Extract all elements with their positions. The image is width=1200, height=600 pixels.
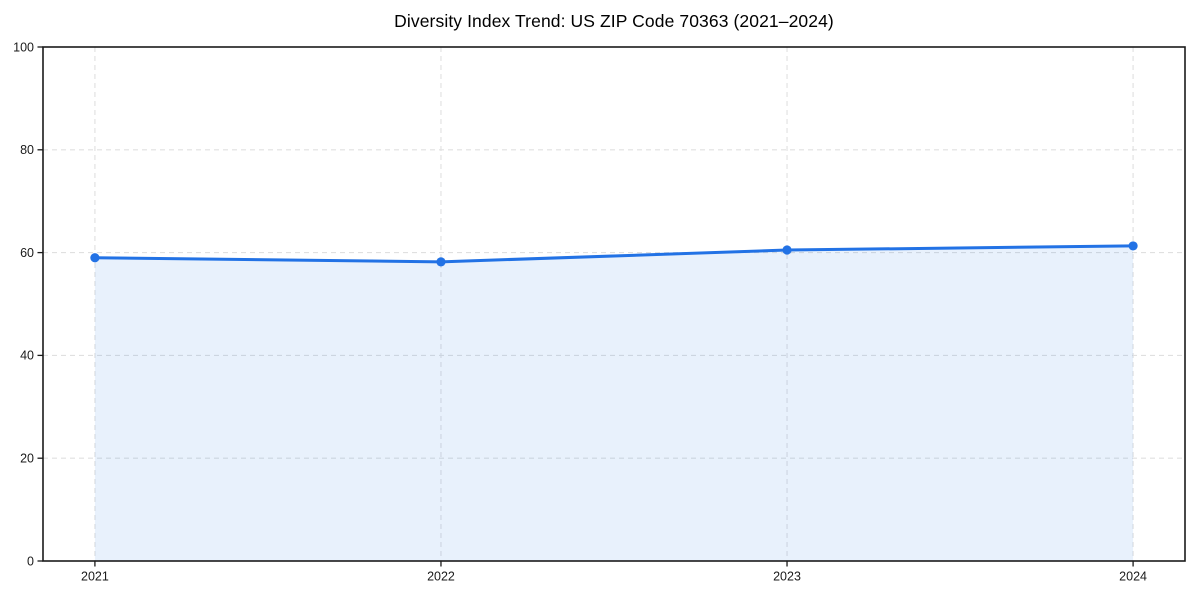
area-fill — [94, 245, 1134, 561]
y-axis-tick-label: 20 — [20, 452, 34, 466]
x-axis-tick-label: 2021 — [81, 570, 109, 584]
y-axis-tick-label: 0 — [27, 554, 34, 568]
trend-line — [93, 244, 1135, 264]
data-point-marker — [782, 245, 792, 255]
chart-title: Diversity Index Trend: US ZIP Code 70363… — [394, 11, 834, 31]
data-point-marker — [436, 257, 446, 267]
plot-border — [42, 46, 1186, 562]
data-point-marker — [1128, 241, 1138, 251]
x-axis-tick-label: 2023 — [773, 570, 801, 584]
y-axis-tick-label: 40 — [20, 349, 34, 363]
x-axis-tick-label: 2024 — [1119, 570, 1147, 584]
y-axis-tick-label: 80 — [20, 143, 34, 157]
data-point-marker — [90, 253, 100, 263]
y-axis-tick-label: 60 — [20, 246, 34, 260]
y-axis-tick-label: 100 — [13, 40, 34, 54]
x-axis-tick-label: 2022 — [427, 570, 455, 584]
